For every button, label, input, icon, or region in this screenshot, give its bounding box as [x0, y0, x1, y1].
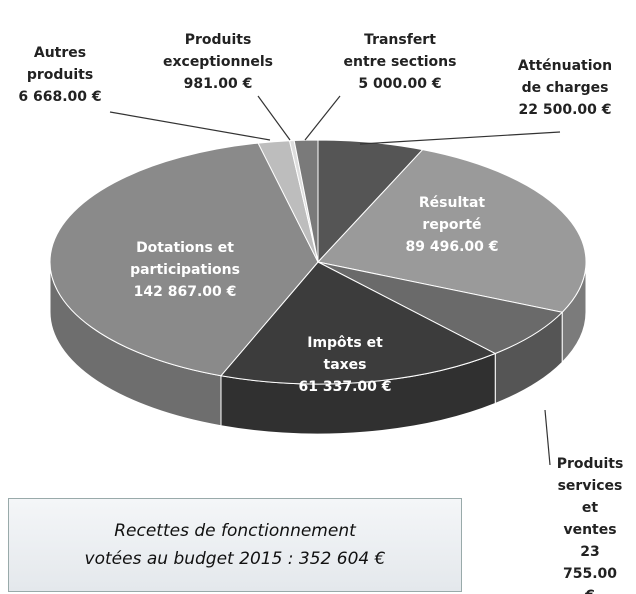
- slice: [220, 261, 497, 385]
- value-label: 981.00 €: [183, 76, 253, 92]
- leader-line: [304, 95, 341, 141]
- slice-label: Autres produits 6 668.00 €: [18, 42, 101, 108]
- category-name: Atténuation de charges: [517, 58, 613, 96]
- category-name: Résultat reporté: [418, 195, 486, 233]
- slice-label: Transfert entre sections 5 000.00 €: [344, 29, 457, 95]
- slice-label: Produits exceptionnels 981.00 €: [163, 29, 273, 95]
- slice: [293, 139, 319, 263]
- slice: [49, 142, 319, 377]
- slice-label: Impôts et taxes 61 337.00 €: [299, 332, 392, 398]
- leader-line: [359, 131, 561, 145]
- leader-line: [544, 409, 551, 466]
- value-label: 22 500.00 €: [518, 102, 612, 118]
- value-label: 5 000.00 €: [358, 76, 442, 92]
- value-label: 61 337.00 €: [298, 379, 392, 395]
- leader-line: [109, 111, 271, 141]
- value-label: 6 668.00 €: [18, 89, 102, 105]
- category-name: Produits exceptionnels: [162, 32, 274, 70]
- category-name: Produits services et ventes: [556, 456, 624, 538]
- category-name: Autres produits: [26, 45, 94, 83]
- title-box: Recettes de fonctionnement votées au bud…: [8, 498, 462, 592]
- category-name: Impôts et taxes: [307, 335, 383, 373]
- value-label: 23 755.00 €: [562, 544, 618, 594]
- category-name: Dotations et participations: [130, 240, 240, 278]
- leader-line: [257, 95, 291, 141]
- slice-label: Dotations et participations 142 867.00 €: [130, 237, 240, 303]
- slice-label: Résultat reporté 89 496.00 €: [406, 192, 499, 258]
- value-label: 142 867.00 €: [133, 284, 237, 300]
- chart-title: Recettes de fonctionnement votées au bud…: [84, 521, 386, 569]
- slice-label: Produits services et ventes 23 755.00 €: [557, 453, 624, 594]
- slice-label: Atténuation de charges 22 500.00 €: [518, 55, 612, 121]
- slice: [317, 261, 564, 355]
- value-label: 89 496.00 €: [405, 239, 499, 255]
- category-name: Transfert entre sections: [343, 32, 457, 70]
- slice: [317, 149, 587, 313]
